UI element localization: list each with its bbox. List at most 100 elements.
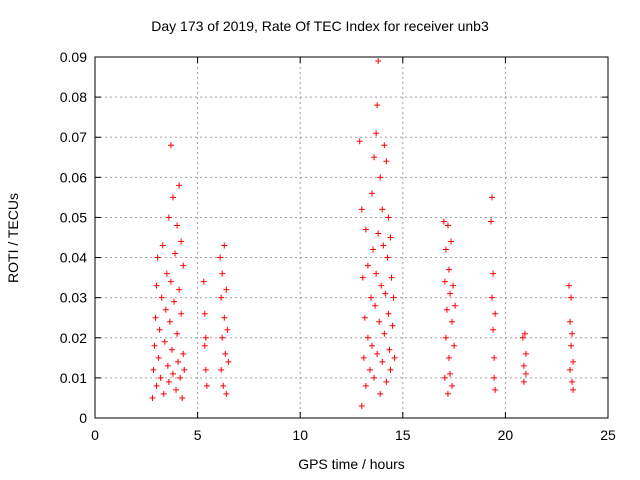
data-point xyxy=(171,298,178,305)
data-point xyxy=(165,378,172,385)
data-point xyxy=(156,326,163,333)
data-point xyxy=(223,390,230,397)
data-point xyxy=(201,310,208,317)
y-tick-label: 0.04 xyxy=(60,250,87,266)
data-point xyxy=(519,334,526,341)
data-point xyxy=(381,330,388,337)
data-point xyxy=(174,330,181,337)
data-point xyxy=(222,350,229,357)
data-point xyxy=(173,386,180,393)
data-point xyxy=(489,294,496,301)
x-tick-label: 0 xyxy=(91,427,99,443)
data-point xyxy=(376,318,383,325)
data-point xyxy=(157,374,164,381)
data-point xyxy=(168,346,175,353)
data-point xyxy=(181,366,188,373)
data-point xyxy=(491,374,498,381)
data-point xyxy=(375,58,382,65)
data-point xyxy=(446,290,453,297)
data-point xyxy=(180,350,187,357)
data-point xyxy=(522,350,529,357)
data-point xyxy=(356,138,363,145)
data-point xyxy=(178,238,185,245)
plot-frame xyxy=(94,56,609,419)
data-point xyxy=(360,354,367,361)
data-point xyxy=(172,250,179,257)
data-point xyxy=(180,262,187,269)
data-point xyxy=(569,330,576,337)
x-tick-label: 10 xyxy=(292,427,308,443)
data-point xyxy=(361,314,368,321)
data-point xyxy=(177,374,184,381)
data-point xyxy=(167,278,174,285)
data-point xyxy=(358,206,365,213)
data-point xyxy=(520,362,527,369)
data-point xyxy=(358,402,365,409)
data-point xyxy=(382,290,389,297)
data-point xyxy=(362,382,369,389)
y-tick-label: 0.07 xyxy=(60,129,87,145)
data-point xyxy=(490,270,497,277)
data-point xyxy=(377,390,384,397)
data-point xyxy=(380,242,387,249)
data-point xyxy=(374,350,381,357)
data-point xyxy=(200,278,207,285)
data-point xyxy=(221,242,228,249)
data-point xyxy=(155,354,162,361)
data-point xyxy=(449,318,456,325)
data-point xyxy=(567,318,574,325)
data-point xyxy=(372,302,379,309)
data-point xyxy=(158,294,165,301)
data-point xyxy=(443,306,450,313)
data-point xyxy=(448,238,455,245)
data-point xyxy=(202,366,209,373)
data-point xyxy=(169,370,176,377)
data-point xyxy=(201,342,208,349)
data-point xyxy=(570,358,577,365)
data-point xyxy=(178,310,185,317)
data-point xyxy=(522,370,529,377)
data-point xyxy=(218,366,225,373)
data-point xyxy=(383,158,390,165)
data-point xyxy=(390,294,397,301)
data-point xyxy=(383,378,390,385)
data-point xyxy=(203,382,210,389)
y-tick-label: 0.08 xyxy=(60,89,87,105)
data-point xyxy=(385,310,392,317)
data-point xyxy=(149,394,156,401)
data-point xyxy=(377,174,384,181)
y-tick-label: 0.09 xyxy=(60,49,87,65)
data-point xyxy=(169,194,176,201)
data-point xyxy=(223,286,230,293)
data-point xyxy=(167,142,174,149)
x-tick-label: 25 xyxy=(600,427,616,443)
data-point xyxy=(221,314,228,321)
data-point xyxy=(151,342,158,349)
y-tick-label: 0.06 xyxy=(60,169,87,185)
axis-ticks: 0 5 10 15 20 25 0 0.01 0.02 0.03 0.04 0.05 0.06 0.07 0… xyxy=(60,49,616,443)
data-point xyxy=(224,326,231,333)
data-point xyxy=(445,266,452,273)
data-point xyxy=(371,374,378,381)
data-point xyxy=(440,218,447,225)
data-point xyxy=(442,246,449,253)
data-point xyxy=(452,302,459,309)
data-point xyxy=(367,294,374,301)
data-point xyxy=(153,382,160,389)
data-point xyxy=(219,334,226,341)
data-point xyxy=(450,282,457,289)
data-point xyxy=(389,322,396,329)
data-point xyxy=(379,206,386,213)
data-point xyxy=(442,334,449,341)
data-point xyxy=(218,294,225,301)
data-point xyxy=(375,230,382,237)
data-point xyxy=(373,270,380,277)
data-point xyxy=(489,194,496,201)
data-point xyxy=(449,382,456,389)
data-point xyxy=(379,358,386,365)
x-tick-label: 20 xyxy=(498,427,514,443)
data-point xyxy=(219,270,226,277)
y-tick-label: 0.02 xyxy=(60,330,87,346)
data-point xyxy=(566,282,573,289)
